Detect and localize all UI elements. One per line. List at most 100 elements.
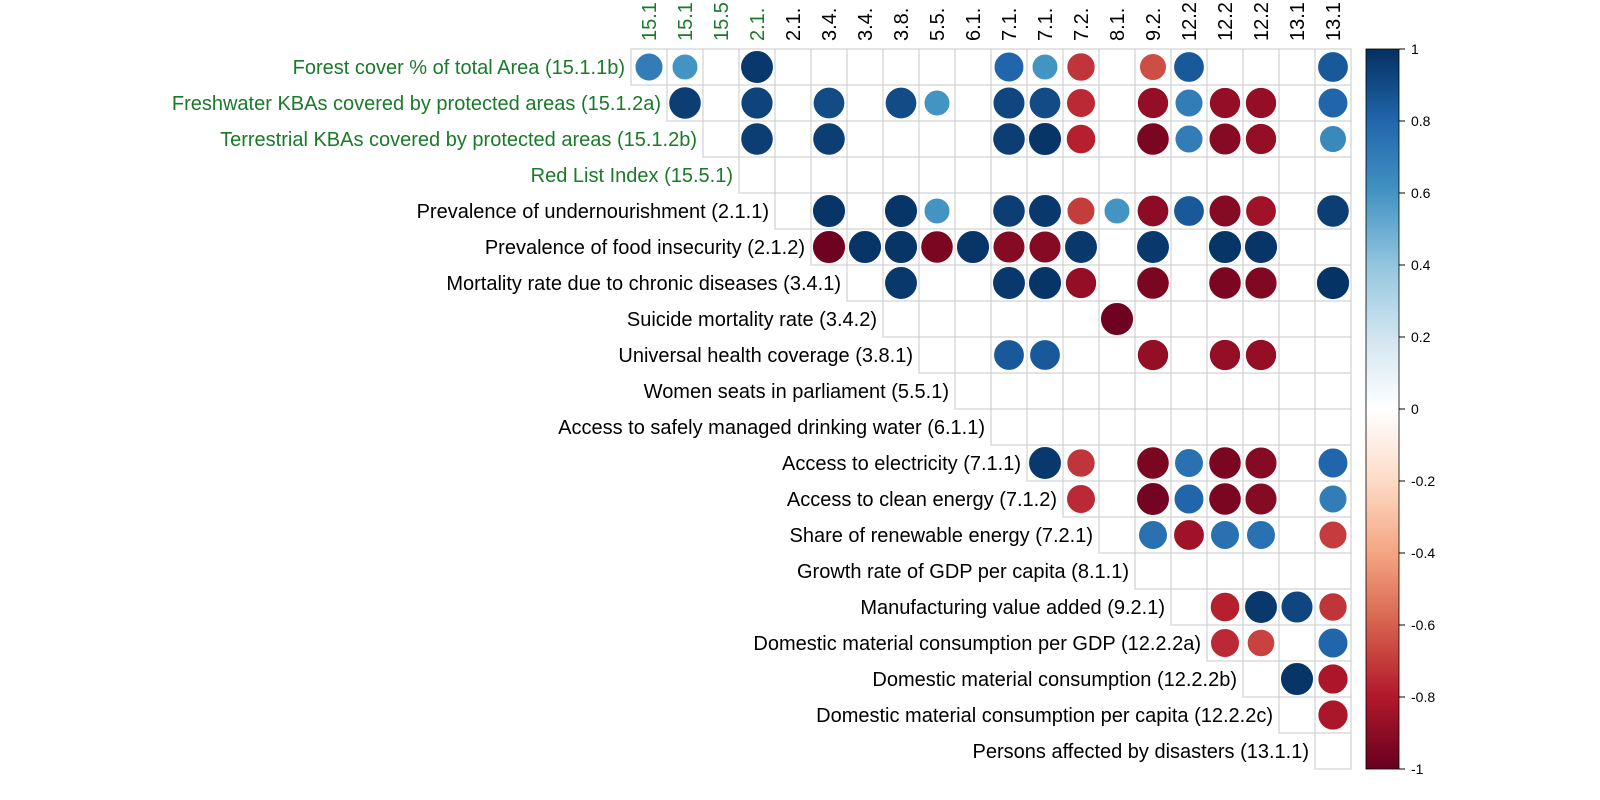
column-label: 15.1 <box>675 2 697 41</box>
grid-cell <box>918 156 956 194</box>
grid-cell <box>702 84 740 122</box>
colorbar-tick-label: 0 <box>1411 401 1419 417</box>
correlation-circle <box>1208 122 1242 156</box>
correlation-circle <box>1245 195 1277 227</box>
row-label: Forest cover % of total Area (15.1.1b) <box>293 57 625 79</box>
grid-cell <box>1062 372 1100 410</box>
correlation-circle <box>1245 339 1277 371</box>
colorbar-tick-label: -0.2 <box>1411 473 1435 489</box>
grid-cell <box>1206 48 1244 86</box>
grid-cell <box>1278 300 1316 338</box>
grid-cell <box>1242 372 1280 410</box>
correlation-circle <box>885 87 917 119</box>
column-labels: 15.1 15.1 15.5 2.1. 2.1. 3.4. 3.4. 3.8. 5.5. 6.1.… <box>639 2 1345 41</box>
column-label: 7.2. <box>1071 8 1093 41</box>
grid-cell <box>1314 408 1352 446</box>
grid-cell <box>1026 408 1064 446</box>
correlation-circle <box>1136 122 1170 156</box>
grid-cell <box>1314 300 1352 338</box>
correlation-circle <box>1065 267 1097 299</box>
grid-cell <box>1062 408 1100 446</box>
correlation-circle <box>1317 447 1349 479</box>
grid-cell <box>1170 588 1208 626</box>
row-label: Persons affected by disasters (13.1.1) <box>973 741 1309 763</box>
column-label: 3.4. <box>855 8 877 41</box>
grid-cell <box>1062 336 1100 374</box>
grid-cell <box>1278 48 1316 86</box>
correlation-circle <box>1208 482 1242 516</box>
correlation-circle <box>671 53 699 81</box>
correlation-circle <box>1138 520 1168 550</box>
row-label: Universal health coverage (3.8.1) <box>618 345 913 367</box>
grid-cell <box>1062 156 1100 194</box>
grid-cell <box>702 48 740 86</box>
grid-cell <box>1098 48 1136 86</box>
colorbar-tick-label: -1 <box>1411 761 1424 777</box>
grid-cell <box>1134 552 1172 590</box>
column-label: 6.1. <box>963 8 985 41</box>
correlation-circle <box>993 339 1025 371</box>
grid-cell <box>1278 516 1316 554</box>
correlation-circle <box>1208 194 1242 228</box>
grid-cell <box>1026 156 1064 194</box>
correlation-circle <box>740 86 774 120</box>
correlation-circle <box>1028 194 1062 228</box>
row-label: Growth rate of GDP per capita (8.1.1) <box>797 561 1129 583</box>
colorbar-tick-label: -0.8 <box>1411 689 1435 705</box>
correlation-circle <box>813 87 845 119</box>
grid-cell <box>954 84 992 122</box>
correlation-circle <box>812 122 846 156</box>
grid-cell <box>846 264 884 302</box>
grid-cell <box>1242 660 1280 698</box>
correlation-circle <box>848 230 882 264</box>
grid-cell <box>1206 300 1244 338</box>
grid-cell <box>738 156 776 194</box>
column-label: 3.4. <box>819 8 841 41</box>
grid-cell <box>1278 552 1316 590</box>
correlation-circle <box>1066 88 1096 118</box>
correlation-circle <box>1317 699 1349 731</box>
correlation-circle <box>1318 592 1348 622</box>
grid-cell <box>1206 408 1244 446</box>
grid-cell <box>846 156 884 194</box>
correlation-circle <box>1246 520 1276 550</box>
grid-cell <box>1206 552 1244 590</box>
grid-cell <box>1278 192 1316 230</box>
column-label: 12.2 <box>1179 2 1201 41</box>
grid-cell <box>1170 552 1208 590</box>
grid-cell <box>1278 408 1316 446</box>
correlation-circle <box>1100 302 1134 336</box>
correlation-circle <box>1208 266 1242 300</box>
row-labels: Forest cover % of total Area (15.1.1b) Fr… <box>172 57 1309 763</box>
grid-cell <box>1170 408 1208 446</box>
row-label: Domestic material consumption (12.2.2b) <box>872 669 1237 691</box>
grid-cell <box>1278 444 1316 482</box>
correlation-circle <box>1316 266 1350 300</box>
correlation-circle <box>956 230 990 264</box>
colorbar-gradient <box>1365 48 1400 770</box>
row-label: Access to clean energy (7.1.2) <box>787 489 1057 511</box>
correlation-circle <box>812 230 846 264</box>
grid-cell <box>1278 480 1316 518</box>
grid-cell <box>954 48 992 86</box>
correlation-circle <box>1136 482 1170 516</box>
column-label: 3.8. <box>891 8 913 41</box>
column-label: 5.5. <box>927 8 949 41</box>
grid-cell <box>1314 156 1352 194</box>
row-label: Access to electricity (7.1.1) <box>782 453 1021 475</box>
correlation-circle <box>1209 87 1241 119</box>
grid-cell <box>774 48 812 86</box>
grid-cell <box>1098 444 1136 482</box>
row-label: Access to safely managed drinking water … <box>558 417 985 439</box>
correlation-circle <box>1208 230 1242 264</box>
grid-cell <box>954 156 992 194</box>
correlation-circle <box>1066 484 1096 514</box>
row-label: Prevalence of food insecurity (2.1.2) <box>485 237 805 259</box>
correlation-circle <box>1244 482 1278 516</box>
correlation-circle <box>1173 483 1205 515</box>
correlation-circle <box>1066 52 1096 82</box>
column-label: 2.1. <box>783 8 805 41</box>
correlation-circle <box>1029 87 1061 119</box>
correlation-circle <box>1280 590 1314 624</box>
